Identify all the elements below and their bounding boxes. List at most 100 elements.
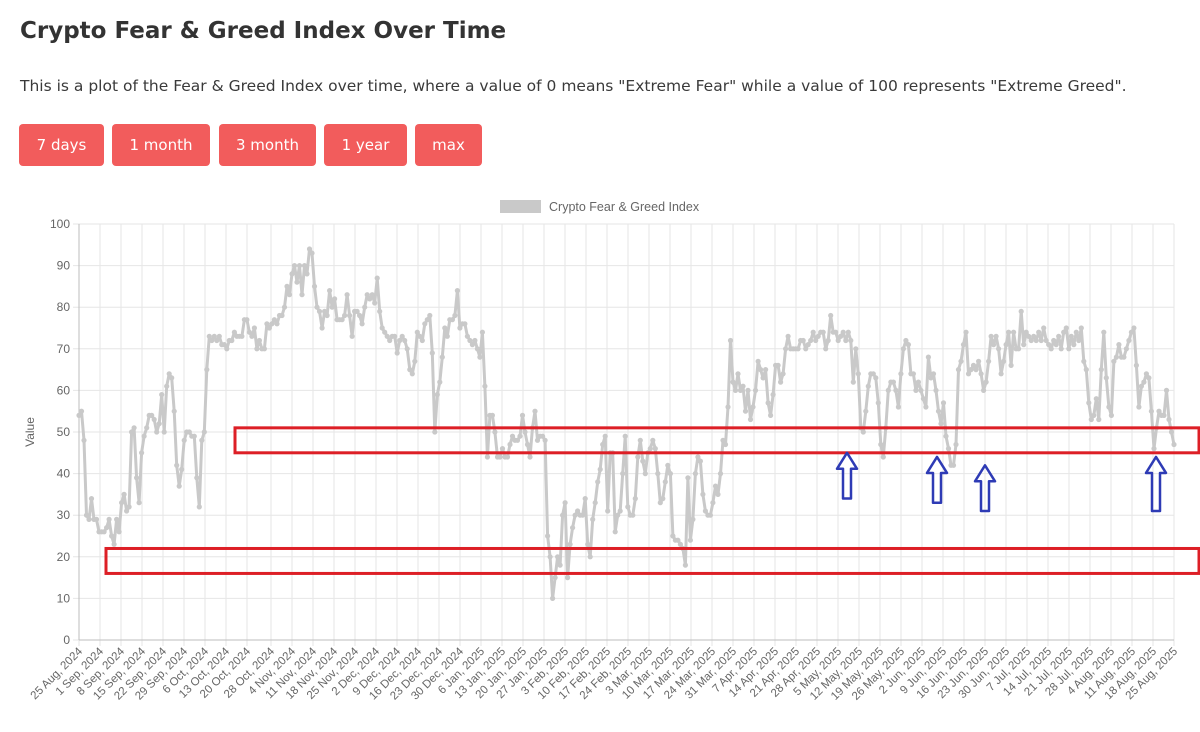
index-point[interactable] [101, 529, 107, 535]
index-point[interactable] [632, 496, 638, 502]
index-point[interactable] [1058, 346, 1064, 352]
index-point[interactable] [289, 271, 295, 277]
index-point[interactable] [454, 288, 460, 294]
index-point[interactable] [1086, 400, 1092, 406]
index-point[interactable] [998, 371, 1004, 377]
index-point[interactable] [1053, 342, 1059, 348]
index-point[interactable] [805, 342, 811, 348]
index-point[interactable] [540, 433, 546, 439]
index-point[interactable] [860, 429, 866, 435]
index-point[interactable] [647, 446, 653, 452]
index-point[interactable] [319, 325, 325, 331]
index-point[interactable] [635, 454, 641, 460]
index-point[interactable] [347, 312, 353, 319]
index-point[interactable] [246, 329, 252, 335]
index-point[interactable] [863, 408, 869, 414]
index-point[interactable] [617, 508, 623, 514]
index-point[interactable] [1033, 337, 1039, 344]
index-point[interactable] [945, 446, 952, 452]
index-point[interactable] [199, 437, 205, 443]
index-point[interactable] [976, 358, 982, 364]
index-point[interactable] [121, 491, 127, 497]
index-point[interactable] [1166, 416, 1172, 423]
index-point[interactable] [893, 387, 899, 393]
index-point[interactable] [775, 362, 781, 368]
index-point[interactable] [129, 429, 135, 435]
index-point[interactable] [437, 379, 443, 385]
index-point[interactable] [369, 292, 375, 298]
index-point[interactable] [274, 321, 280, 327]
index-point[interactable] [835, 337, 841, 344]
index-point[interactable] [903, 337, 909, 344]
index-point[interactable] [915, 379, 922, 385]
index-point[interactable] [981, 387, 987, 393]
index-point[interactable] [725, 404, 731, 410]
range-7-days-button[interactable]: 7 days [19, 124, 104, 166]
index-point[interactable] [196, 504, 202, 510]
index-point[interactable] [1061, 329, 1067, 335]
index-point[interactable] [1133, 362, 1139, 368]
index-point[interactable] [1116, 342, 1122, 348]
index-point[interactable] [970, 362, 977, 368]
index-point[interactable] [1003, 342, 1009, 348]
index-point[interactable] [900, 346, 907, 352]
index-point[interactable] [717, 471, 724, 477]
index-point[interactable] [327, 288, 333, 294]
index-point[interactable] [131, 425, 137, 431]
index-point[interactable] [532, 408, 538, 414]
index-point[interactable] [1088, 416, 1094, 423]
index-point[interactable] [800, 337, 806, 344]
index-point[interactable] [727, 337, 734, 344]
index-point[interactable] [216, 333, 222, 339]
index-point[interactable] [575, 508, 581, 514]
index-point[interactable] [938, 421, 944, 427]
index-point[interactable] [472, 337, 478, 344]
index-point[interactable] [885, 387, 891, 393]
index-point[interactable] [164, 383, 170, 389]
index-point[interactable] [720, 437, 726, 443]
index-point[interactable] [294, 279, 300, 285]
index-point[interactable] [595, 479, 601, 485]
index-point[interactable] [895, 404, 902, 410]
index-point[interactable] [407, 367, 413, 373]
index-point[interactable] [419, 337, 425, 344]
index-point[interactable] [880, 454, 886, 460]
index-point[interactable] [590, 516, 596, 522]
index-point[interactable] [399, 333, 405, 339]
index-point[interactable] [920, 396, 927, 402]
index-point[interactable] [414, 329, 420, 335]
index-point[interactable] [1046, 342, 1052, 348]
index-point[interactable] [587, 554, 593, 560]
index-point[interactable] [204, 367, 210, 373]
index-point[interactable] [139, 450, 145, 456]
index-point[interactable] [840, 329, 846, 335]
index-point[interactable] [1011, 329, 1017, 335]
index-point[interactable] [1131, 325, 1137, 331]
index-point[interactable] [615, 512, 621, 518]
index-point[interactable] [918, 387, 924, 393]
index-point[interactable] [843, 337, 849, 344]
index-point[interactable] [404, 346, 410, 352]
index-point[interactable] [261, 346, 267, 352]
index-point[interactable] [1051, 337, 1057, 344]
index-point[interactable] [349, 333, 355, 339]
index-point[interactable] [427, 312, 433, 319]
index-point[interactable] [1018, 308, 1024, 314]
index-point[interactable] [778, 379, 784, 385]
index-point[interactable] [622, 433, 628, 439]
index-point[interactable] [765, 400, 771, 406]
index-point[interactable] [853, 346, 859, 352]
index-point[interactable] [332, 296, 338, 302]
index-point[interactable] [905, 342, 912, 348]
index-point[interactable] [983, 379, 989, 385]
index-point[interactable] [825, 337, 831, 344]
index-point[interactable] [251, 325, 257, 331]
index-point[interactable] [161, 429, 167, 435]
index-point[interactable] [119, 500, 125, 506]
index-point[interactable] [387, 337, 393, 344]
index-point[interactable] [304, 271, 310, 277]
index-point[interactable] [1093, 396, 1099, 402]
index-point[interactable] [682, 562, 689, 568]
index-point[interactable] [482, 383, 488, 389]
index-point[interactable] [266, 325, 272, 331]
